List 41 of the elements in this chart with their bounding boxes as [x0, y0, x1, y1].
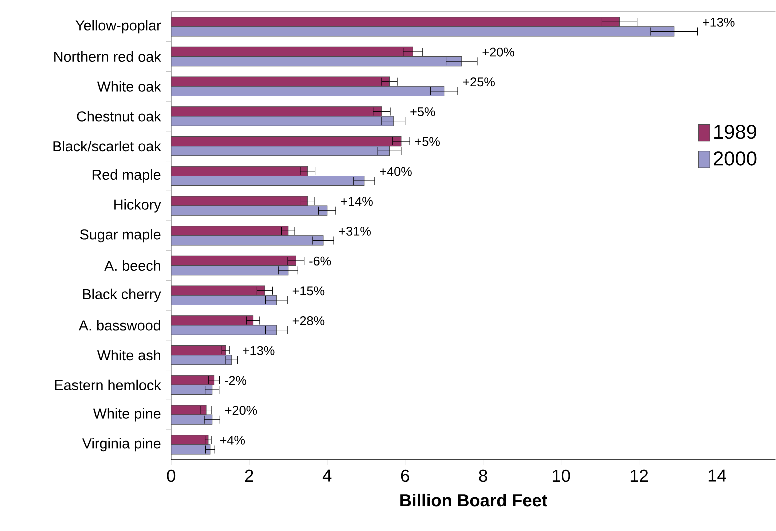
y-tick-label: Northern red oak	[54, 52, 162, 62]
annotation: +20%	[225, 406, 258, 416]
y-tick-label: Chestnut oak	[77, 111, 162, 122]
annotation: +4%	[220, 436, 246, 445]
annotation: +5%	[410, 108, 436, 117]
x-tick-label: 8	[479, 470, 488, 482]
legend-label: 1989	[714, 125, 757, 140]
y-tick-label: White ash	[97, 350, 160, 361]
y-tick-label: White pine	[93, 408, 161, 422]
x-axis-title: Billion Board Feet	[400, 494, 548, 507]
y-tick-label: Virginia pine	[82, 438, 161, 452]
y-tick-label: Sugar maple	[80, 229, 161, 243]
legend-label: 2000	[714, 152, 757, 166]
annotation: +31%	[339, 227, 371, 236]
annotation: -2%	[225, 376, 247, 386]
y-tick-label: Hickory	[114, 199, 162, 213]
y-tick-label: Black cherry	[83, 289, 162, 302]
annotation: +25%	[463, 78, 495, 87]
x-tick-label: 14	[708, 470, 726, 482]
annotation: +14%	[341, 197, 373, 206]
y-tick-label: A. basswood	[78, 320, 160, 331]
y-tick-label: Red maple	[92, 170, 161, 184]
annotation: +15%	[292, 286, 325, 296]
annotation: +13%	[243, 346, 275, 356]
x-tick-label: 0	[167, 470, 176, 482]
y-tick-label: Black/scarlet oak	[54, 141, 162, 152]
annotation: +13%	[703, 18, 735, 28]
x-tick-label: 10	[552, 470, 570, 482]
annotation: +40%	[380, 167, 412, 176]
annotation: -6%	[310, 256, 332, 266]
x-tick-label: 2	[245, 470, 254, 482]
x-tick-label: 12	[630, 470, 648, 482]
x-tick-label: 6	[401, 470, 410, 482]
annotation: +5%	[415, 138, 440, 146]
y-tick-label: Eastern hemlock	[55, 380, 162, 391]
y-tick-label: Yellow-poplar	[76, 20, 162, 34]
annotation: +20%	[482, 48, 514, 57]
y-tick-label: White oak	[97, 81, 162, 92]
y-tick-label: A. beech	[104, 260, 160, 272]
annotation: +28%	[292, 316, 325, 326]
x-tick-label: 4	[322, 470, 332, 482]
